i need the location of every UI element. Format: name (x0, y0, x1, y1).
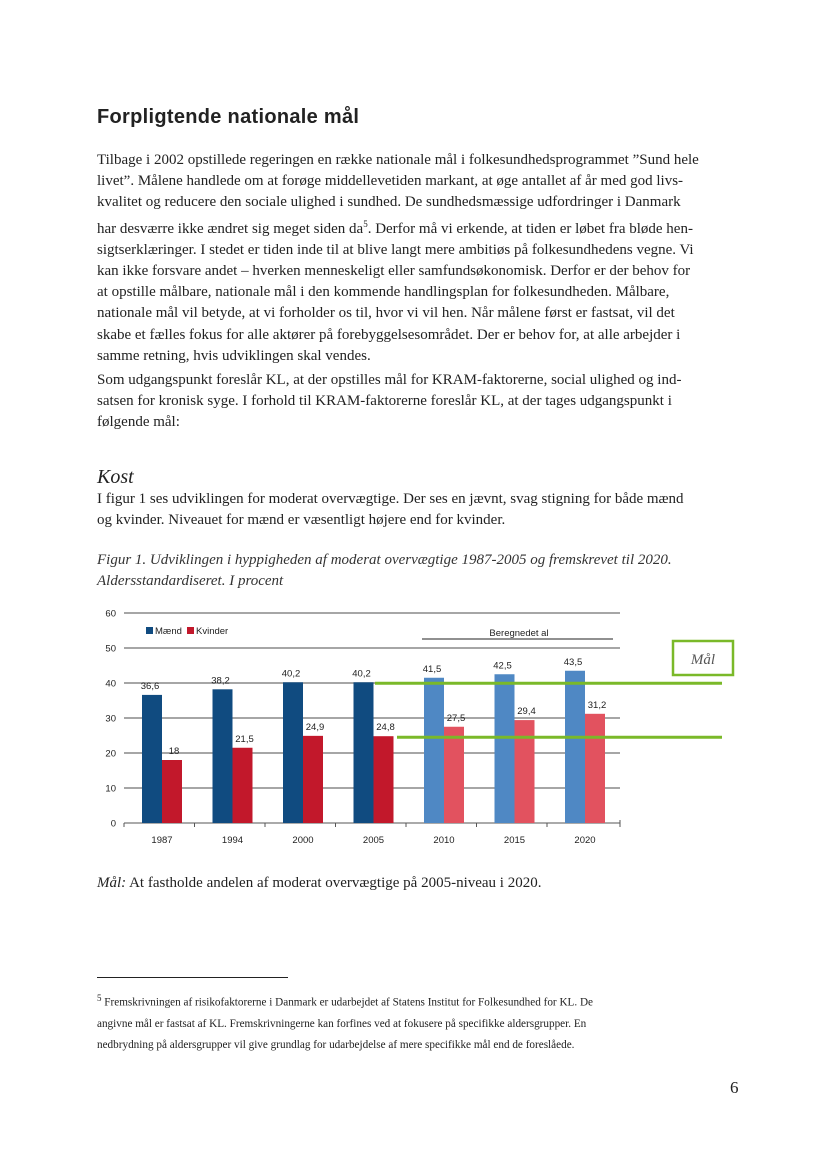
data-label: 43,5 (564, 657, 583, 668)
text-line: samme retning, hvis udviklingen skal ven… (97, 347, 371, 364)
y-tick-label: 0 (111, 819, 116, 830)
goal-statement: Mål: At fastholde andelen af moderat ove… (97, 873, 747, 894)
y-tick-label: 60 (105, 609, 116, 620)
target-box (671, 639, 735, 677)
bar-mænd-2015 (494, 674, 515, 823)
bar-mænd-1994 (212, 689, 233, 823)
bar-kvinder-2000 (303, 735, 323, 823)
caption-line: Figur 1. Udviklingen i hyppigheden af mo… (97, 552, 672, 568)
y-tick-label: 20 (105, 749, 116, 760)
text-line: kan ikke forsvare andet – hverken mennes… (97, 263, 691, 280)
data-label: 27,5 (447, 713, 466, 724)
forecast-label: Beregnedet al (489, 628, 548, 639)
legend-label-kvinder: Kvinder (196, 626, 228, 637)
bar-mænd-2005 (353, 682, 374, 823)
x-tick-label: 1994 (222, 835, 243, 846)
x-tick-label: 2020 (574, 835, 595, 846)
intro-paragraph: Tilbage i 2002 opstillede regeringen en … (97, 150, 747, 367)
goal-text: At fastholde andelen af moderat overvægt… (126, 875, 542, 891)
bar-kvinder-1994 (232, 747, 253, 823)
kost-paragraph: I figur 1 ses udviklingen for moderat ov… (97, 489, 747, 531)
bar-kvinder-2020 (585, 713, 605, 823)
text-segment: . Derfor må vi erkende, at tiden er løbe… (367, 220, 693, 237)
page-number: 6 (730, 1078, 739, 1097)
x-tick-label: 2005 (363, 835, 384, 846)
footnote-number: 5 (97, 993, 102, 1003)
footnote-divider (97, 977, 288, 978)
text-line: satsen for kronisk syge. I forhold til K… (97, 393, 672, 410)
bar-kvinder-2010 (444, 726, 464, 823)
text-line: Som udgangspunkt foreslår KL, at der ops… (97, 372, 682, 388)
data-label: 24,8 (376, 722, 395, 733)
caption-line: Aldersstandardiseret. I procent (97, 573, 284, 589)
y-tick-label: 30 (105, 714, 116, 725)
footnote-line: angivne mål er fastsat af KL. Fremskrivn… (97, 1017, 587, 1030)
text-line: nationale mål vil betyde, at vi forholde… (97, 305, 675, 322)
goal-label: Mål: (97, 875, 127, 891)
data-label: 24,9 (306, 722, 325, 733)
text-line: I figur 1 ses udviklingen for moderat ov… (97, 491, 684, 507)
y-tick-label: 50 (105, 644, 116, 655)
target-label: Mål (690, 652, 715, 668)
x-tick-label: 2000 (292, 835, 313, 846)
footnote-line: 5 Fremskrivningen af risikofaktorerne i … (97, 988, 593, 1014)
data-label: 18 (169, 746, 180, 757)
text-line: livet”. Målene handlede om at forøge mid… (97, 173, 684, 190)
x-tick-label: 2010 (433, 835, 454, 846)
bar-mænd-1987 (142, 694, 162, 823)
data-label: 38,2 (211, 675, 230, 686)
bar-kvinder-2015 (514, 720, 535, 823)
data-label: 40,2 (352, 668, 371, 679)
bar-mænd-2010 (424, 677, 444, 823)
footnote-line: nedbrydning på aldersgrupper vil give gr… (97, 1038, 575, 1051)
data-label: 21,5 (235, 734, 254, 745)
x-tick-label: 1987 (151, 835, 172, 846)
data-label: 31,2 (588, 700, 607, 711)
footnote-text: Fremskrivningen af risikofaktorerne i Da… (104, 996, 593, 1009)
text-line: følgende mål: (97, 414, 180, 431)
page-title: Forpligtende nationale mål (97, 106, 360, 128)
bar-kvinder-2005 (373, 736, 394, 823)
footnote-reference[interactable]: 5 (363, 218, 368, 229)
text-line: skabe et fælles fokus for alle aktører p… (97, 326, 681, 343)
text-line: kvalitet og reducere den sociale ulighed… (97, 194, 681, 211)
x-tick-label: 2015 (504, 835, 525, 846)
data-label: 42,5 (493, 660, 512, 671)
y-tick-label: 10 (105, 784, 116, 795)
kram-paragraph: Som udgangspunkt foreslår KL, at der ops… (97, 370, 747, 434)
bar-mænd-2020 (565, 670, 585, 823)
text-line: Mål: At fastholde andelen af moderat ove… (97, 873, 747, 894)
figure-caption: Figur 1. Udviklingen i hyppigheden af mo… (97, 550, 672, 592)
footnote: 5 Fremskrivningen af risikofaktorerne i … (97, 988, 593, 1056)
text-segment: har desværre ikke ændret sig meget siden… (97, 220, 364, 237)
data-label: 41,5 (423, 664, 442, 675)
data-label: 36,6 (141, 681, 160, 692)
bar-mænd-2000 (283, 682, 303, 823)
text-line: har desværre ikke ændret sig meget siden… (97, 214, 747, 240)
text-line: sigtserklæringer. I stedet er tiden inde… (97, 241, 694, 258)
section-heading: Kost (97, 466, 134, 488)
bar-kvinder-1987 (162, 760, 182, 823)
data-label: 40,2 (282, 668, 301, 679)
legend-swatch-maend (146, 627, 153, 634)
data-label: 29,4 (517, 706, 536, 717)
text-line: at opstille målbare, nationale mål i den… (97, 284, 670, 301)
text-line: Tilbage i 2002 opstillede regeringen en … (97, 152, 699, 168)
y-tick-label: 40 (105, 679, 116, 690)
legend-label-maend: Mænd (155, 626, 182, 637)
text-line: og kvinder. Niveauet for mænd er væsentl… (97, 512, 506, 529)
legend-swatch-kvinder (187, 627, 194, 634)
